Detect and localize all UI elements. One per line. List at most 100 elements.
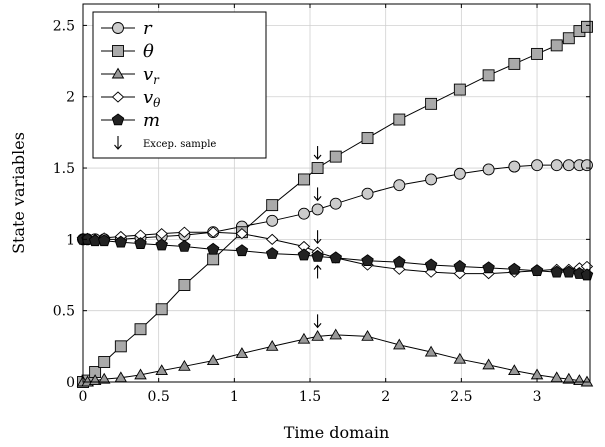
series-2: [76, 328, 594, 387]
data-point: [178, 359, 191, 371]
data-point: [508, 262, 521, 275]
data-point: [393, 255, 406, 268]
legend-label: θ: [143, 41, 154, 62]
x-axis-label: Time domain: [284, 423, 390, 442]
data-point: [562, 372, 576, 384]
data-point: [298, 173, 310, 186]
data-point: [266, 233, 279, 245]
data-point: [453, 352, 467, 364]
x-tick-label: 1.5: [299, 389, 321, 405]
data-point: [206, 226, 220, 238]
x-tick-label: 0: [79, 389, 88, 405]
data-point: [134, 237, 147, 249]
data-point: [562, 265, 576, 278]
data-point: [530, 264, 544, 277]
data-point: [266, 199, 279, 212]
data-point: [550, 39, 563, 52]
data-point: [97, 234, 111, 247]
series-4: [76, 232, 594, 281]
x-tick-label: 0.5: [148, 389, 170, 405]
y-tick-label: 2.5: [53, 18, 75, 34]
data-point: [425, 173, 438, 186]
legend-marker: [112, 22, 124, 34]
data-point: [134, 323, 147, 336]
legend-box: [92, 11, 267, 159]
data-point: [178, 226, 191, 238]
legend-marker: [111, 113, 125, 126]
series-0: [77, 159, 593, 246]
data-point: [297, 248, 311, 261]
data-point: [235, 244, 249, 257]
x-tick-label: 1: [230, 389, 239, 405]
data-point: [265, 339, 279, 351]
data-point: [393, 179, 406, 192]
data-point: [424, 258, 438, 271]
arrow-head: [313, 264, 322, 270]
data-point: [235, 228, 249, 240]
exceptional-sample-arrow: [313, 187, 322, 202]
data-point: [508, 160, 521, 173]
arrow-head: [114, 144, 122, 150]
data-point: [206, 354, 220, 366]
y-tick-label: 1: [66, 232, 75, 248]
legend-subscript: r: [153, 73, 160, 87]
series-layer: [76, 20, 594, 388]
legend-marker: [111, 91, 125, 103]
x-tick-label: 2: [381, 389, 390, 405]
data-point: [311, 162, 324, 174]
data-point: [178, 239, 191, 252]
y-tick-label: 2: [66, 90, 75, 106]
data-point: [297, 332, 311, 344]
plot-frame: [82, 3, 591, 383]
data-point: [425, 97, 438, 110]
data-point: [453, 167, 466, 180]
legend-label: Excep. sample: [143, 139, 216, 150]
data-point: [361, 187, 374, 200]
arrow-head: [313, 238, 322, 245]
data-point: [453, 83, 466, 96]
data-point: [361, 329, 374, 341]
legend-marker: [111, 67, 125, 79]
data-point: [393, 338, 406, 350]
data-point: [508, 364, 521, 376]
data-point: [329, 251, 342, 264]
data-point: [508, 57, 521, 70]
x-tick-label: 2.5: [450, 389, 472, 405]
data-point: [311, 249, 324, 262]
y-axis-label: State variables: [9, 132, 28, 254]
data-point: [361, 254, 374, 267]
legend-entry-3: vθ: [101, 87, 161, 110]
legend-entry-0: r: [101, 18, 153, 39]
data-point: [329, 150, 342, 163]
y-tick-label: 0: [66, 375, 75, 391]
data-point: [265, 247, 279, 259]
data-point: [97, 372, 111, 384]
data-point: [266, 214, 279, 227]
data-point: [550, 159, 563, 172]
exceptional-sample-arrow: [313, 146, 322, 160]
data-point: [155, 238, 168, 251]
arrow-head: [313, 322, 322, 329]
legend-subscript: θ: [153, 96, 161, 110]
arrow-head: [313, 154, 322, 160]
data-point: [329, 328, 343, 340]
data-point: [298, 207, 310, 220]
data-point: [114, 340, 127, 353]
y-tick-label: 0.5: [53, 304, 75, 320]
data-point: [98, 356, 111, 368]
data-point: [581, 159, 593, 172]
data-point: [235, 347, 249, 358]
data-point: [178, 279, 191, 291]
axis-ticks: 0 0.5 1 1.5 2 2.5 3 0 0.5 1 1.5 2 2.5: [53, 4, 590, 405]
data-point: [482, 261, 495, 274]
legend-entry-4: m: [101, 110, 160, 131]
legend-marker: [112, 45, 124, 57]
data-point: [155, 364, 168, 376]
data-point: [206, 242, 220, 255]
data-point: [329, 197, 342, 210]
legend-entry-exceptional-sample: Excep. sample: [114, 136, 216, 150]
data-point: [393, 113, 406, 126]
data-point: [361, 132, 374, 145]
y-tick-label: 1.5: [53, 161, 75, 177]
data-point: [482, 69, 495, 82]
